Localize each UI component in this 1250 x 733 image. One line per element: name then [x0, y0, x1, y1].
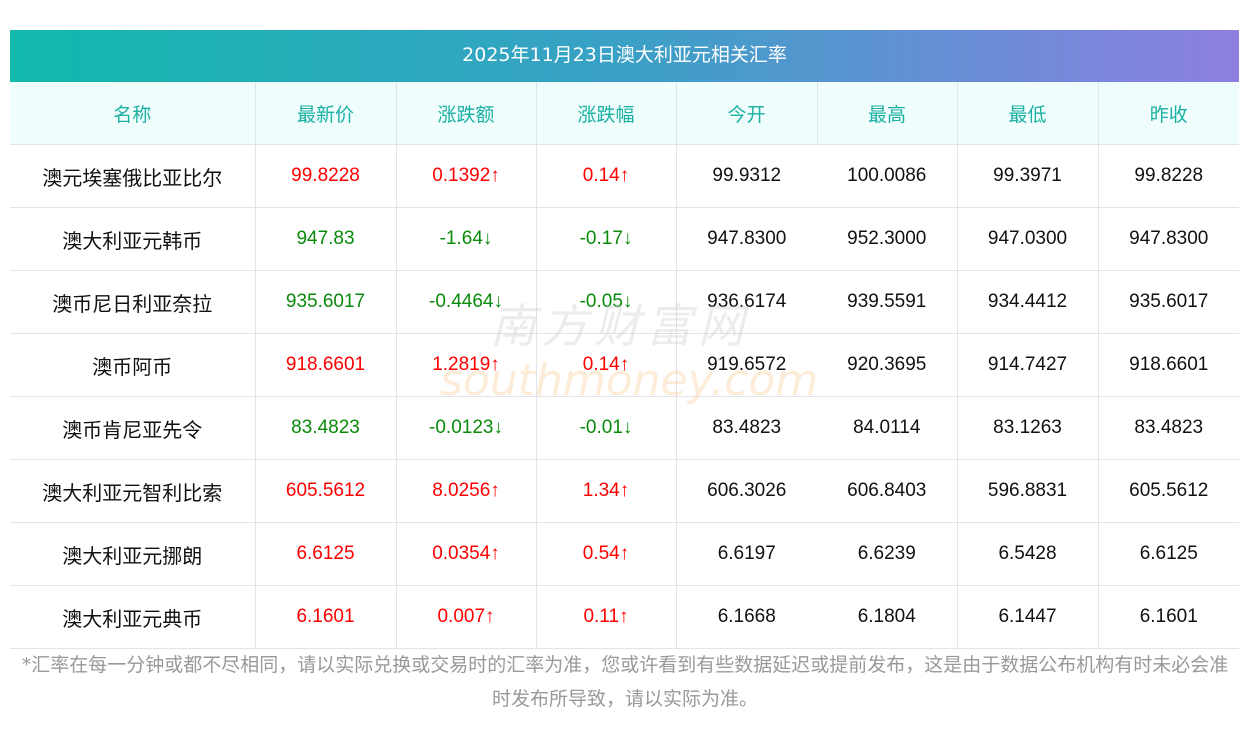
cell-low: 99.3971 [956, 144, 1098, 208]
cell-pct: 1.34↑ [535, 459, 676, 523]
table-row: 澳大利亚元典币 6.1601 0.007↑ 0.11↑ 6.1668 6.1804 6.14… [10, 585, 1239, 649]
cell-change: 8.0256↑ [395, 459, 536, 523]
table-row: 澳币肯尼亚先令 83.4823 -0.0123↓ -0.01↓ 83.4823 84.01… [10, 396, 1239, 460]
cell-latest: 605.5612 [254, 459, 396, 523]
cell-open: 936.6174 [675, 270, 817, 334]
table-row: 澳大利亚元智利比索 605.5612 8.0256↑ 1.34↑ 606.3026 606… [10, 459, 1239, 523]
column-header: 涨跌幅 [535, 82, 676, 145]
table-title: 2025年11月23日澳大利亚元相关汇率 [10, 30, 1239, 82]
cell-prev: 947.8300 [1097, 207, 1239, 271]
cell-low: 934.4412 [956, 270, 1098, 334]
cell-low: 914.7427 [956, 333, 1098, 397]
cell-high: 939.5591 [817, 270, 957, 334]
cell-open: 99.9312 [675, 144, 817, 208]
cell-open: 919.6572 [675, 333, 817, 397]
column-header: 今开 [675, 82, 817, 145]
cell-prev: 918.6601 [1097, 333, 1239, 397]
cell-prev: 99.8228 [1097, 144, 1239, 208]
cell-open: 606.3026 [675, 459, 817, 523]
cell-latest: 918.6601 [254, 333, 396, 397]
cell-latest: 83.4823 [254, 396, 396, 460]
cell-name: 澳币阿币 [10, 333, 255, 397]
cell-high: 100.0086 [817, 144, 957, 208]
cell-high: 6.6239 [817, 522, 957, 586]
cell-change: 0.0354↑ [395, 522, 536, 586]
cell-name: 澳元埃塞俄比亚比尔 [10, 144, 255, 208]
cell-pct: -0.17↓ [535, 207, 676, 271]
cell-low: 947.0300 [956, 207, 1098, 271]
cell-pct: -0.05↓ [535, 270, 676, 334]
column-header: 昨收 [1097, 82, 1239, 145]
cell-low: 6.1447 [956, 585, 1098, 649]
cell-name: 澳币尼日利亚奈拉 [10, 270, 255, 334]
cell-high: 84.0114 [817, 396, 957, 460]
cell-pct: -0.01↓ [535, 396, 676, 460]
cell-change: 1.2819↑ [395, 333, 536, 397]
cell-latest: 99.8228 [254, 144, 396, 208]
cell-prev: 6.1601 [1097, 585, 1239, 649]
disclaimer-note: *汇率在每一分钟或都不尽相同，请以实际兑换或交易时的汇率为准，您或许看到有些数据… [21, 654, 1229, 710]
cell-pct: 0.14↑ [535, 333, 676, 397]
column-header: 最低 [956, 82, 1098, 145]
column-header: 名称 [10, 82, 255, 145]
cell-high: 606.8403 [817, 459, 957, 523]
table-row: 澳大利亚元挪朗 6.6125 0.0354↑ 0.54↑ 6.6197 6.6239 6.5… [10, 522, 1239, 586]
cell-name: 澳大利亚元韩币 [10, 207, 255, 271]
cell-latest: 6.6125 [254, 522, 396, 586]
column-header: 最新价 [254, 82, 396, 145]
cell-latest: 6.1601 [254, 585, 396, 649]
cell-prev: 83.4823 [1097, 396, 1239, 460]
header-row: 名称 最新价 涨跌额 涨跌幅 今开 最高 最低 昨收 [10, 82, 1239, 145]
cell-change: -0.4464↓ [395, 270, 536, 334]
cell-pct: 0.14↑ [535, 144, 676, 208]
cell-open: 83.4823 [675, 396, 817, 460]
cell-change: -1.64↓ [395, 207, 536, 271]
cell-latest: 947.83 [254, 207, 396, 271]
cell-pct: 0.11↑ [535, 585, 676, 649]
cell-low: 6.5428 [956, 522, 1098, 586]
table-row: 澳大利亚元韩币 947.83 -1.64↓ -0.17↓ 947.8300 952.300… [10, 207, 1239, 271]
cell-change: 0.1392↑ [395, 144, 536, 208]
table-row: 澳币阿币 918.6601 1.2819↑ 0.14↑ 919.6572 920.3695… [10, 333, 1239, 397]
column-header: 涨跌额 [395, 82, 536, 145]
cell-open: 6.6197 [675, 522, 817, 586]
cell-open: 6.1668 [675, 585, 817, 649]
cell-name: 澳大利亚元智利比索 [10, 459, 255, 523]
cell-name: 澳币肯尼亚先令 [10, 396, 255, 460]
table-row: 澳币尼日利亚奈拉 935.6017 -0.4464↓ -0.05↓ 936.6174 93… [10, 270, 1239, 334]
rate-table: 名称 最新价 涨跌额 涨跌幅 今开 最高 最低 昨收 澳元埃塞俄比亚比尔 99.8228 0.13… [10, 82, 1239, 649]
table-row: 澳元埃塞俄比亚比尔 99.8228 0.1392↑ 0.14↑ 99.9312 100.0… [10, 144, 1239, 208]
column-header: 最高 [816, 82, 957, 145]
cell-prev: 935.6017 [1097, 270, 1239, 334]
cell-latest: 935.6017 [254, 270, 396, 334]
cell-high: 6.1804 [817, 585, 957, 649]
cell-name: 澳大利亚元挪朗 [10, 522, 255, 586]
rate-table-card: 2025年11月23日澳大利亚元相关汇率 名称 最新价 涨跌额 涨跌幅 今开 最高 最低 昨收… [10, 30, 1239, 649]
cell-high: 920.3695 [817, 333, 957, 397]
cell-pct: 0.54↑ [535, 522, 676, 586]
cell-change: 0.007↑ [395, 585, 536, 649]
cell-change: -0.0123↓ [395, 396, 536, 460]
cell-low: 596.8831 [956, 459, 1098, 523]
cell-low: 83.1263 [956, 396, 1098, 460]
cell-prev: 6.6125 [1097, 522, 1239, 586]
cell-open: 947.8300 [675, 207, 817, 271]
cell-high: 952.3000 [817, 207, 957, 271]
cell-name: 澳大利亚元典币 [10, 585, 255, 649]
cell-prev: 605.5612 [1097, 459, 1239, 523]
